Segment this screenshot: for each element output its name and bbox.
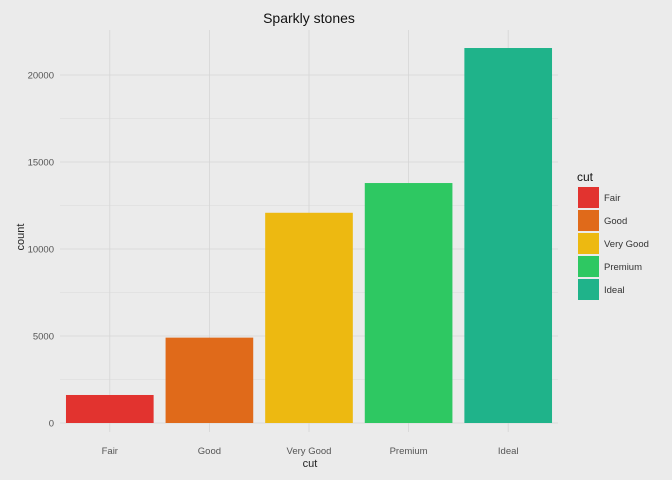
x-axis-ticks: Fair Good Very Good Premium Ideal	[102, 446, 519, 457]
bars	[65, 48, 553, 423]
bar-fair	[65, 394, 154, 423]
x-tick-label: Ideal	[498, 446, 519, 457]
legend-label: Ideal	[604, 285, 625, 296]
x-tick-label: Good	[198, 446, 221, 457]
chart-title: Sparkly stones	[263, 10, 355, 26]
x-tick-label: Very Good	[287, 446, 332, 457]
bar-good	[165, 337, 254, 423]
x-axis-title: cut	[303, 458, 318, 470]
bar-very-good	[265, 212, 353, 423]
y-tick-label: 0	[49, 419, 54, 430]
legend-label: Premium	[604, 262, 642, 273]
legend-key	[578, 279, 599, 300]
legend-key	[578, 233, 599, 254]
bar-premium	[364, 183, 453, 423]
x-tick-label: Fair	[102, 446, 118, 457]
legend-label: Very Good	[604, 239, 649, 250]
x-tick-label: Premium	[390, 446, 428, 457]
y-tick-label: 5000	[33, 332, 54, 343]
legend-title: cut	[577, 170, 594, 184]
legend-label: Fair	[604, 193, 620, 204]
legend: cut Fair Good Very Good Premium Ideal	[577, 170, 649, 300]
y-tick-label: 20000	[28, 71, 54, 82]
bar-ideal	[464, 48, 553, 423]
y-axis-ticks: 0 5000 10000 15000 20000	[28, 71, 54, 430]
y-tick-label: 15000	[28, 158, 54, 169]
legend-key	[578, 187, 599, 208]
y-axis-title: count	[15, 224, 27, 251]
legend-key	[578, 256, 599, 277]
legend-key	[578, 210, 599, 231]
legend-label: Good	[604, 216, 627, 227]
y-tick-label: 10000	[28, 245, 54, 256]
